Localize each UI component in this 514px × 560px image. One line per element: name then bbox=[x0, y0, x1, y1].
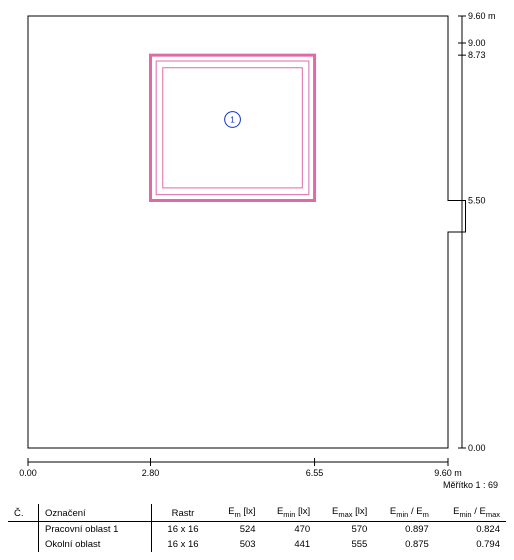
y-tick-label: 9.60 m bbox=[468, 11, 496, 21]
col-emax: Emax [lx] bbox=[316, 504, 373, 521]
col-name: Označení bbox=[39, 504, 152, 521]
floor-plan: 1 0.00 2.80 6.55 9.60 m 0.00 5.50 8.73 9.00 9.60 … bbox=[8, 8, 506, 478]
table-row: Pracovní oblast 116 x 165244705700.8970.… bbox=[8, 521, 506, 537]
cell-c bbox=[8, 537, 39, 552]
cell-emax: 570 bbox=[316, 521, 373, 537]
y-tick-label: 9.00 bbox=[468, 38, 486, 48]
cell-emin: 441 bbox=[262, 537, 317, 552]
x-tick-label: 9.60 m bbox=[434, 468, 462, 478]
cell-name: Pracovní oblast 1 bbox=[39, 521, 152, 537]
cell-name: Okolní oblast bbox=[39, 537, 152, 552]
table-row: Okolní oblast16 x 165034415550.8750.794 bbox=[8, 537, 506, 552]
cell-emax: 555 bbox=[316, 537, 373, 552]
col-c: Č. bbox=[8, 504, 39, 521]
col-emin: Emin [lx] bbox=[262, 504, 317, 521]
cell-rastr: 16 x 16 bbox=[152, 521, 215, 537]
cell-emin-emax: 0.824 bbox=[435, 521, 506, 537]
cell-emin-emax: 0.794 bbox=[435, 537, 506, 552]
y-tick-label: 5.50 bbox=[468, 196, 486, 206]
x-tick-label: 6.55 bbox=[306, 468, 324, 478]
cell-emin: 470 bbox=[262, 521, 317, 537]
cell-c bbox=[8, 521, 39, 537]
y-tick-label: 0.00 bbox=[468, 443, 486, 453]
cell-emin-em: 0.875 bbox=[373, 537, 435, 552]
scale-label: Měřítko 1 : 69 bbox=[8, 480, 498, 490]
cell-emin-em: 0.897 bbox=[373, 521, 435, 537]
x-tick-label: 0.00 bbox=[19, 468, 37, 478]
col-rastr: Rastr bbox=[152, 504, 215, 521]
col-emin-emax: Emin / Emax bbox=[435, 504, 506, 521]
cell-em: 503 bbox=[214, 537, 262, 552]
cell-em: 524 bbox=[214, 521, 262, 537]
luminaire-id: 1 bbox=[230, 116, 235, 125]
floor-plan-svg: 1 0.00 2.80 6.55 9.60 m 0.00 5.50 8.73 9.00 9.60 … bbox=[8, 8, 506, 478]
cell-rastr: 16 x 16 bbox=[152, 537, 215, 552]
col-emin-em: Emin / Em bbox=[373, 504, 435, 521]
room-outline bbox=[28, 16, 466, 448]
y-tick-label: 8.73 bbox=[468, 50, 486, 60]
col-em: Em [lx] bbox=[214, 504, 262, 521]
table-header-row: Č. Označení Rastr Em [lx] Emin [lx] Emax… bbox=[8, 504, 506, 521]
x-tick-label: 2.80 bbox=[142, 468, 160, 478]
